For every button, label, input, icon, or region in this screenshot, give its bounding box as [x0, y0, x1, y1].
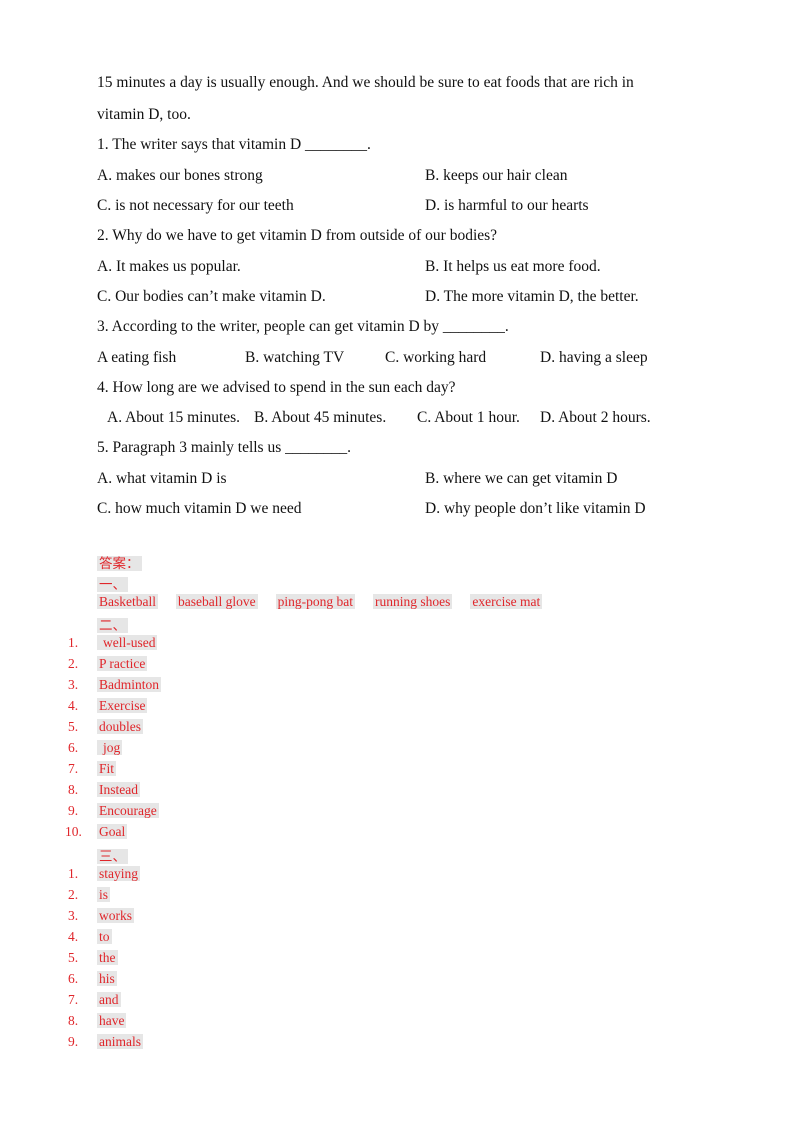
list-number: 8. — [68, 782, 79, 797]
answer-1-3: ping-pong bat — [275, 594, 355, 609]
answer-2-1: well-used — [97, 635, 158, 650]
q4-option-d: D. About 2 hours. — [540, 409, 651, 426]
q1-option-d: D. is harmful to our hearts — [425, 197, 589, 214]
answer-2-8: Instead — [97, 782, 140, 797]
answer-2-4: Exercise — [97, 698, 148, 713]
question-2-stem: 2. Why do we have to get vitamin D from … — [97, 227, 498, 244]
q5-option-d: D. why people don’t like vitamin D — [425, 500, 646, 517]
q2-option-c: C. Our bodies can’t make vitamin D. — [97, 288, 326, 305]
list-number: 9. — [68, 803, 79, 818]
q4-option-a: A. About 15 minutes. — [107, 409, 241, 426]
q2-option-d: D. The more vitamin D, the better. — [425, 288, 639, 305]
answer-1-1: Basketball — [97, 594, 158, 609]
list-number: 10. — [65, 824, 82, 839]
list-number: 2. — [68, 656, 79, 671]
answer-2-7: Fit — [97, 761, 117, 776]
section-1-answers: Basketball baseball glove ping-pong bat run… — [97, 594, 560, 610]
answer-3-9: animals — [97, 1034, 143, 1049]
passage-line-1: 15 minutes a day is usually enough. And … — [97, 74, 634, 91]
answer-1-5: exercise mat — [470, 594, 543, 609]
list-number: 3. — [68, 677, 79, 692]
list-number: 7. — [68, 992, 79, 1007]
list-number: 2. — [68, 887, 79, 902]
list-number: 9. — [68, 1034, 79, 1049]
question-4-stem: 4. How long are we advised to spend in t… — [97, 379, 456, 396]
answer-3-1: staying — [97, 866, 140, 881]
q2-option-b: B. It helps us eat more food. — [425, 258, 601, 275]
passage-line-2: vitamin D, too. — [97, 106, 191, 123]
list-number: 6. — [68, 740, 79, 755]
question-3-stem: 3. According to the writer, people can g… — [97, 318, 509, 335]
answer-2-2: P ractice — [97, 656, 148, 671]
answer-2-10: Goal — [97, 824, 128, 839]
list-number: 1. — [68, 866, 79, 881]
answer-2-5: doubles — [97, 719, 143, 734]
answer-3-3: works — [97, 908, 134, 923]
list-number: 4. — [68, 698, 79, 713]
list-number: 1. — [68, 635, 79, 650]
section-2-title: 二、 — [97, 618, 128, 633]
list-number: 3. — [68, 908, 79, 923]
answer-3-6: his — [97, 971, 117, 986]
q2-option-a: A. It makes us popular. — [97, 258, 241, 275]
answers-heading: 答案： — [97, 556, 142, 571]
list-number: 7. — [68, 761, 79, 776]
answer-2-9: Encourage — [97, 803, 159, 818]
q5-option-a: A. what vitamin D is — [97, 470, 227, 487]
q1-option-b: B. keeps our hair clean — [425, 167, 568, 184]
q4-option-c: C. About 1 hour. — [417, 409, 520, 426]
list-number: 8. — [68, 1013, 79, 1028]
list-number: 5. — [68, 950, 79, 965]
answer-2-6: jog — [97, 740, 123, 755]
question-5-stem: 5. Paragraph 3 mainly tells us ________. — [97, 439, 351, 456]
q5-option-b: B. where we can get vitamin D — [425, 470, 618, 487]
q1-option-c: C. is not necessary for our teeth — [97, 197, 294, 214]
answer-3-5: the — [97, 950, 118, 965]
q3-option-b: B. watching TV — [245, 349, 345, 366]
list-number: 5. — [68, 719, 79, 734]
question-1-stem: 1. The writer says that vitamin D ______… — [97, 136, 371, 153]
answer-3-7: and — [97, 992, 121, 1007]
section-1-title: 一、 — [97, 577, 128, 592]
q5-option-c: C. how much vitamin D we need — [97, 500, 302, 517]
list-number: 6. — [68, 971, 79, 986]
answer-3-4: to — [97, 929, 112, 944]
answer-1-4: running shoes — [372, 594, 453, 609]
q3-option-c: C. working hard — [385, 349, 487, 366]
answer-3-2: is — [97, 887, 111, 902]
q1-option-a: A. makes our bones strong — [97, 167, 263, 184]
q3-option-a: A eating fish — [97, 349, 177, 366]
answer-2-3: Badminton — [97, 677, 161, 692]
list-number: 4. — [68, 929, 79, 944]
q3-option-d: D. having a sleep — [540, 349, 648, 366]
q4-option-b: B. About 45 minutes. — [254, 409, 387, 426]
section-3-title: 三、 — [97, 849, 128, 864]
answer-1-2: baseball glove — [176, 594, 258, 609]
answer-3-8: have — [97, 1013, 127, 1028]
